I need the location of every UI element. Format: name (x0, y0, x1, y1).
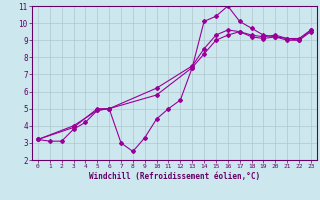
X-axis label: Windchill (Refroidissement éolien,°C): Windchill (Refroidissement éolien,°C) (89, 172, 260, 181)
